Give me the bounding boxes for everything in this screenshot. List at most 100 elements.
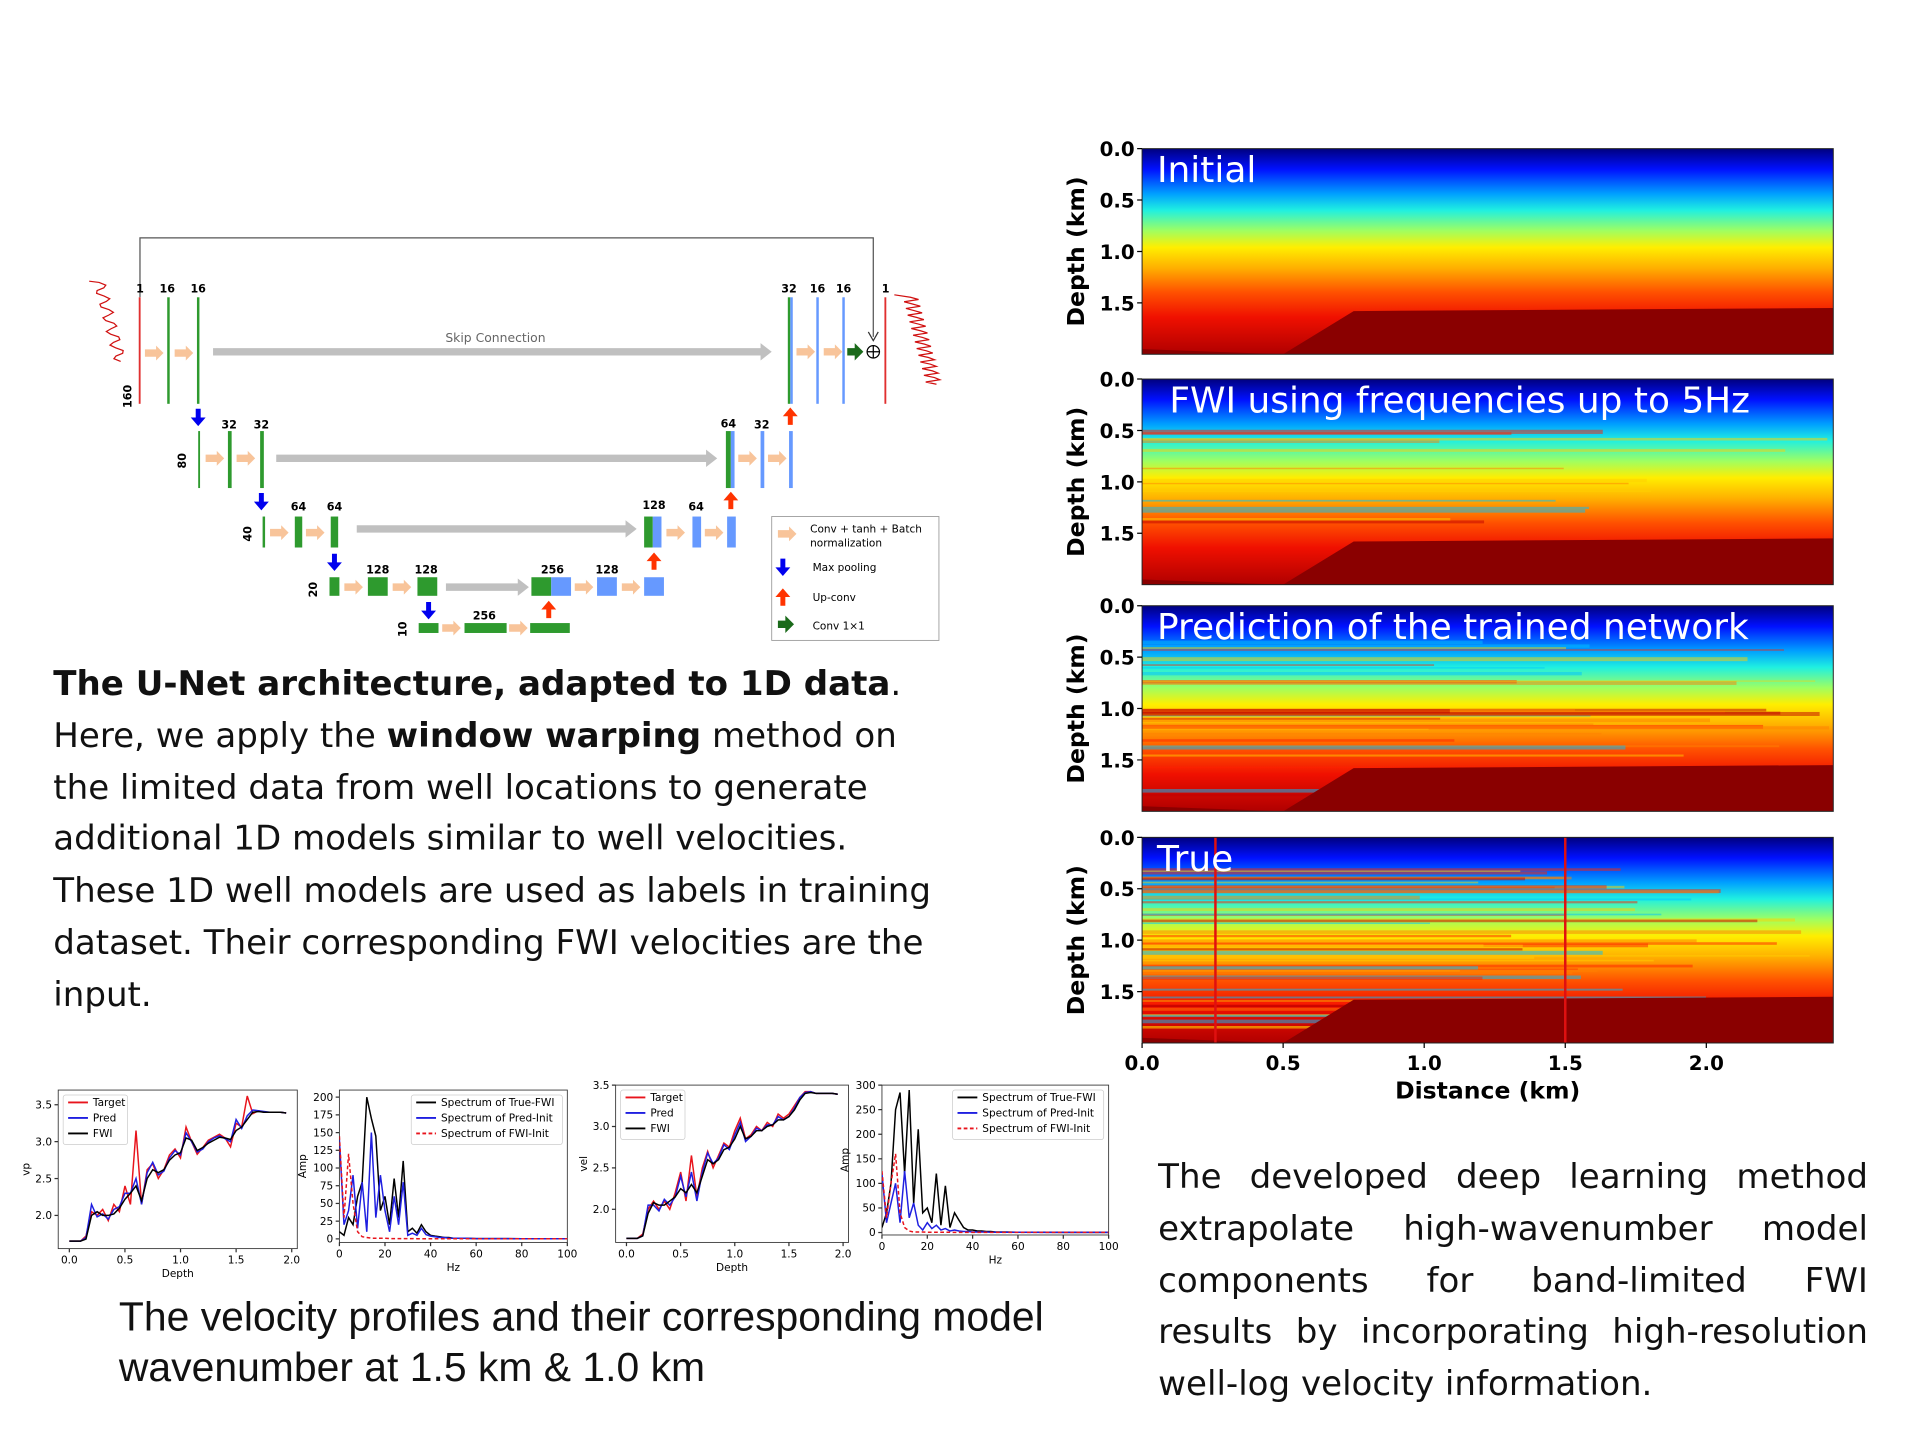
x-tick-label: 100 [1099, 1241, 1119, 1253]
profile-chart: 0 20 40 60 80 100 0 50 100 150 200 250 300 Hz Amp Spect… [840, 1080, 1119, 1267]
channel-label: 128 [595, 564, 618, 577]
layer-stripe [1142, 890, 1719, 894]
decoder-concat-layer [725, 431, 731, 489]
channel-label: 64 [688, 500, 704, 513]
conv1x1-arrow-icon [847, 343, 864, 361]
y-tick-label: 100 [313, 1163, 333, 1175]
encoder-layer [330, 516, 339, 548]
layer-stripe [1142, 901, 1638, 904]
layer-stripe [1142, 506, 1589, 509]
x-tick-label: 0.5 [672, 1248, 689, 1260]
conv-arrow-icon [767, 450, 787, 466]
y-tick-label: 0.0 [1100, 138, 1135, 161]
red-up-arrow-icon [775, 588, 791, 606]
conv-arrow-icon [236, 450, 256, 466]
skip-connection-label: Skip Connection [445, 331, 545, 345]
y-axis-label: vp [21, 1163, 33, 1176]
x-tick-label: 1.5 [1548, 1052, 1583, 1075]
x-tick-label: 40 [966, 1241, 979, 1253]
layer-stripe [1142, 966, 1479, 970]
heatmap-image [1142, 837, 1834, 1043]
channel-label: 32 [781, 282, 796, 295]
legend-label: Up-conv [813, 592, 856, 604]
legend-label: Spectrum of True-FWI [982, 1092, 1095, 1104]
legend-label: Conv 1×1 [813, 620, 865, 632]
legend-label: Spectrum of FWI-Init [982, 1123, 1090, 1135]
channel-label: 32 [754, 419, 769, 432]
x-tick-label: 0.5 [117, 1254, 134, 1266]
up-conv-arrow-icon [723, 491, 739, 510]
layer-stripe [1142, 996, 1706, 999]
channel-label: 64 [327, 500, 343, 513]
unet-diagram: Skip Connection 1 16 16 32 16 16 1 160 32 32 64 32 80… [89, 237, 943, 641]
layer-stripe [1142, 499, 1556, 502]
layer-stripe [1142, 711, 1820, 716]
legend-box [410, 1094, 563, 1145]
y-axis-label: Amp [297, 1154, 309, 1178]
layer-stripe [1142, 950, 1603, 955]
legend-label: FWI [650, 1123, 670, 1135]
layer-stripe [1142, 518, 1451, 521]
layer-stripe [1142, 934, 1512, 938]
layer-stripe [1142, 726, 1830, 730]
layer-stripe [1142, 913, 1662, 916]
skip-connection-arrow [213, 343, 772, 361]
skip-connection-arrow [445, 578, 529, 596]
caption-line: components for band-limited FWI [1158, 1260, 1868, 1301]
y-tick-label: 50 [320, 1198, 333, 1210]
legend-box [62, 1094, 128, 1145]
y-tick-label: 1.0 [1100, 930, 1135, 953]
encoder-layer [294, 516, 303, 548]
x-axis-label: Hz [989, 1254, 1003, 1266]
layer-stripe [1142, 976, 1483, 980]
up-conv-arrow-icon [541, 600, 557, 619]
layer-stripe [1142, 429, 1603, 434]
heatmap-panel: Initial 0.0 0.5 1.0 1.5 Depth (km) [1062, 138, 1834, 355]
y-tick-label: 200 [856, 1129, 876, 1141]
y-tick-label: 1.0 [1100, 471, 1135, 494]
decoder-concat-layer [652, 516, 662, 548]
y-tick-label: 2.5 [593, 1163, 610, 1175]
decoder-concat-layer [787, 297, 791, 404]
channel-label: 16 [159, 282, 175, 295]
layer-stripe [1142, 881, 1479, 884]
series-line [339, 1136, 568, 1240]
y-tick-label: 200 [313, 1092, 333, 1104]
y-tick-label: 0.5 [1100, 189, 1135, 212]
x-tick-label: 80 [515, 1248, 528, 1260]
decoder-concat-layer [644, 516, 653, 548]
x-axis-label: Depth [162, 1268, 194, 1280]
conv-arrow-icon [344, 579, 363, 595]
layer-stripe [1142, 964, 1693, 968]
layer-stripe [1142, 766, 1476, 769]
heatmap-image [1142, 605, 1834, 812]
encoder-layer [227, 431, 232, 489]
x-tick-label: 1.0 [726, 1248, 743, 1260]
heatmap-panel: True 0.0 0.5 1.0 1.5 Depth (km) [1062, 827, 1834, 1044]
y-tick-label: 3.0 [593, 1121, 610, 1133]
layer-stripe [1142, 732, 1602, 735]
layer-stripe [1142, 708, 1450, 714]
green-arrow-icon [777, 615, 795, 633]
x-tick-label: 100 [557, 1248, 577, 1260]
add-operator-icon [867, 345, 880, 358]
panel-title: Initial [1157, 150, 1256, 191]
y-tick-label: 0.5 [1100, 878, 1135, 901]
conv-arrow-icon [666, 525, 686, 541]
x-tick-label: 40 [424, 1248, 437, 1260]
y-tick-label: 0.0 [1100, 368, 1135, 391]
input-layer [138, 297, 141, 404]
layer-stripe [1142, 939, 1697, 944]
y-tick-label: 2.0 [35, 1210, 52, 1222]
conv-arrow-icon [205, 450, 225, 466]
y-tick-label: 250 [856, 1104, 876, 1116]
legend-label: Spectrum of FWI-Init [441, 1128, 549, 1140]
x-tick-label: 60 [469, 1248, 482, 1260]
layer-stripe [1142, 680, 1816, 682]
layer-stripe [1142, 971, 1573, 975]
up-conv-arrow-icon [782, 407, 798, 425]
layer-stripe [1142, 509, 1586, 513]
legend-label: Spectrum of True-FWI [441, 1097, 554, 1109]
y-tick-label: 50 [862, 1203, 875, 1215]
